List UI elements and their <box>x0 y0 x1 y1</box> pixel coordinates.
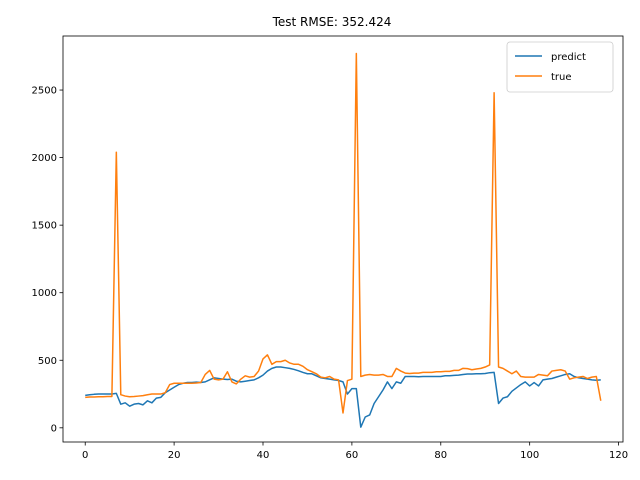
x-tick-label: 120 <box>609 450 628 461</box>
x-tick-label: 80 <box>434 450 447 461</box>
y-tick-label: 500 <box>38 356 57 367</box>
y-tick-label: 2000 <box>32 153 57 164</box>
series-line-true <box>85 52 602 414</box>
legend-box <box>506 41 614 93</box>
x-tick-label: 40 <box>257 450 270 461</box>
plot-area: 0 20 40 60 80 100 120 0 500 1000 1500 2000 2500 predi… <box>32 35 628 461</box>
series-line-predict <box>85 366 601 428</box>
y-tick-label: 2500 <box>32 86 57 97</box>
chart-title: Test RMSE: 352.424 <box>272 15 392 29</box>
y-tick-label: 1000 <box>32 288 57 299</box>
x-tick-label: 100 <box>520 450 539 461</box>
legend-label-true: true <box>551 72 572 83</box>
y-tick-label: 0 <box>51 423 57 434</box>
x-tick-label: 60 <box>346 450 359 461</box>
axes-frame <box>62 35 624 443</box>
x-tick-label: 20 <box>168 450 181 461</box>
legend-label-predict: predict <box>551 52 586 63</box>
y-tick-label: 1500 <box>32 221 57 232</box>
x-tick-label: 0 <box>82 450 88 461</box>
